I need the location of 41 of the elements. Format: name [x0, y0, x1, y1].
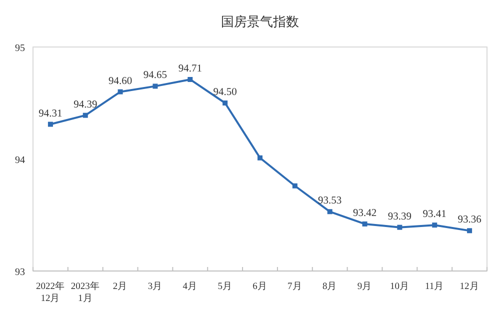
point	[397, 224, 402, 230]
data-label: 94.50	[213, 87, 237, 98]
x-tick-label: 3月	[148, 281, 163, 292]
x-tick-label: 11月	[425, 281, 444, 292]
x-tick-label: 6月	[252, 281, 268, 292]
data-label: 94.39	[74, 99, 98, 110]
data-label: 94.60	[108, 76, 132, 87]
point	[48, 122, 53, 127]
x-tick-label: 2022年 12月	[36, 280, 65, 304]
x-tick-label: 7月	[288, 281, 302, 292]
point	[118, 89, 123, 94]
x-tick-label: 4月	[182, 281, 198, 292]
point	[82, 112, 88, 118]
point	[222, 100, 228, 106]
y-tick-label: 95	[15, 43, 25, 54]
point	[432, 222, 438, 228]
point	[362, 221, 368, 226]
data-label: 94.65	[143, 70, 168, 82]
x-tick-label: 2月	[112, 281, 128, 292]
point	[327, 209, 332, 214]
data-label: 93.36	[458, 214, 482, 226]
data-label: 93.42	[352, 208, 377, 219]
point	[292, 183, 298, 188]
x-tick-label: 5月	[218, 281, 232, 292]
x-tick-label: 10月	[390, 281, 410, 292]
x-tick-label: 2023年 1月	[70, 280, 100, 304]
point	[188, 76, 193, 82]
data-label: 94.31	[38, 108, 62, 120]
data-label: 93.53	[318, 196, 342, 207]
x-tick-label: 12月	[460, 281, 480, 292]
point	[258, 155, 262, 160]
point	[152, 84, 158, 89]
chart-title: 国房景气指数	[221, 14, 299, 30]
y-tick-label: 93	[15, 267, 25, 278]
point	[467, 228, 472, 234]
y-tick-label: 94	[15, 155, 25, 166]
x-tick-label: 8月	[322, 281, 338, 292]
x-tick-label: 9月	[357, 281, 372, 292]
data-label: 94.71	[178, 63, 202, 74]
data-label: 93.39	[388, 211, 412, 222]
data-label: 93.41	[422, 209, 446, 220]
